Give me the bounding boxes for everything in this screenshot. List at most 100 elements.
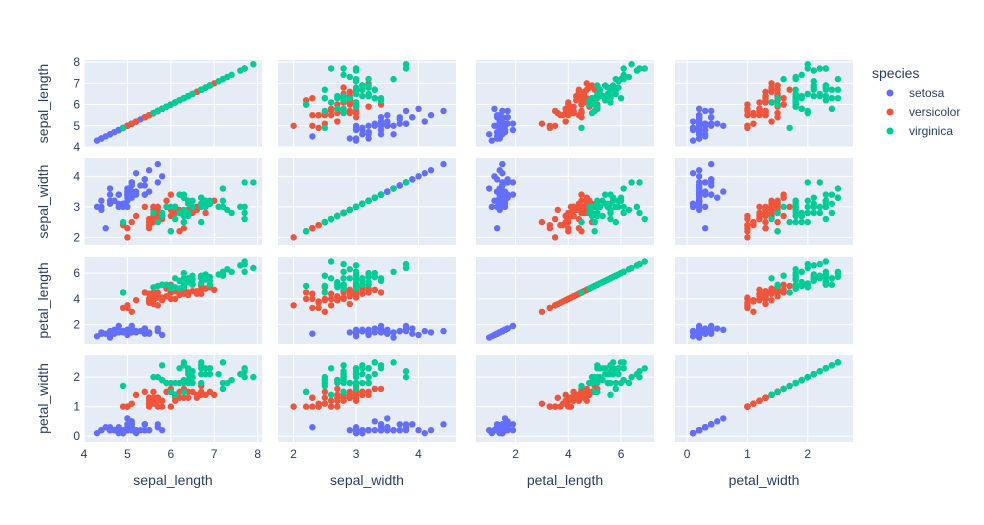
point-setosa[interactable] (106, 185, 114, 192)
point-virginica[interactable] (828, 95, 836, 102)
point-setosa[interactable] (488, 137, 496, 144)
point-setosa[interactable] (415, 427, 422, 434)
point-virginica[interactable] (346, 206, 354, 214)
point-virginica[interactable] (180, 282, 188, 290)
point-virginica[interactable] (359, 379, 366, 387)
point-virginica[interactable] (321, 218, 329, 226)
point-virginica[interactable] (774, 209, 781, 217)
point-versicolor[interactable] (334, 394, 341, 401)
point-versicolor[interactable] (768, 209, 775, 217)
point-virginica[interactable] (154, 218, 161, 226)
point-virginica[interactable] (228, 376, 235, 384)
point-virginica[interactable] (609, 86, 617, 93)
point-versicolor[interactable] (171, 295, 179, 303)
point-virginica[interactable] (641, 258, 648, 265)
point-setosa[interactable] (141, 176, 148, 183)
point-setosa[interactable] (402, 107, 410, 115)
point-setosa[interactable] (714, 325, 721, 332)
point-setosa[interactable] (493, 176, 501, 183)
point-setosa[interactable] (708, 114, 715, 121)
point-setosa[interactable] (501, 415, 509, 422)
point-virginica[interactable] (241, 373, 248, 381)
point-virginica[interactable] (768, 215, 775, 223)
point-virginica[interactable] (390, 268, 397, 276)
point-virginica[interactable] (780, 203, 787, 211)
point-virginica[interactable] (636, 209, 643, 217)
point-setosa[interactable] (499, 116, 506, 123)
point-setosa[interactable] (509, 179, 517, 186)
point-setosa[interactable] (701, 424, 709, 431)
point-virginica[interactable] (798, 376, 805, 384)
point-setosa[interactable] (501, 188, 509, 195)
point-virginica[interactable] (377, 97, 385, 104)
point-setosa[interactable] (371, 418, 379, 425)
point-setosa[interactable] (402, 427, 410, 434)
point-virginica[interactable] (578, 289, 585, 296)
point-versicolor[interactable] (570, 388, 577, 396)
point-virginica[interactable] (302, 388, 310, 396)
point-setosa[interactable] (409, 176, 416, 183)
point-virginica[interactable] (804, 264, 811, 272)
point-virginica[interactable] (198, 194, 205, 201)
point-versicolor[interactable] (167, 191, 175, 198)
point-versicolor[interactable] (768, 287, 775, 295)
point-virginica[interactable] (180, 209, 188, 217)
point-versicolor[interactable] (538, 308, 546, 315)
point-versicolor[interactable] (321, 394, 329, 401)
point-virginica[interactable] (792, 379, 799, 387)
point-versicolor[interactable] (762, 225, 769, 232)
point-virginica[interactable] (798, 212, 805, 220)
point-virginica[interactable] (334, 281, 341, 288)
point-setosa[interactable] (427, 111, 435, 119)
point-setosa[interactable] (396, 327, 403, 335)
point-versicolor[interactable] (551, 302, 559, 309)
point-virginica[interactable] (228, 209, 235, 217)
point-virginica[interactable] (586, 101, 593, 108)
point-virginica[interactable] (816, 203, 824, 211)
point-virginica[interactable] (359, 365, 366, 372)
point-virginica[interactable] (198, 273, 205, 281)
point-virginica[interactable] (327, 391, 335, 399)
point-virginica[interactable] (822, 86, 830, 93)
point-setosa[interactable] (377, 327, 385, 335)
point-virginica[interactable] (607, 215, 614, 223)
point-setosa[interactable] (708, 107, 715, 115)
point-versicolor[interactable] (774, 114, 781, 121)
point-setosa[interactable] (496, 194, 503, 201)
point-versicolor[interactable] (786, 282, 793, 290)
point-virginica[interactable] (810, 370, 817, 378)
point-setosa[interactable] (695, 173, 703, 180)
point-virginica[interactable] (185, 368, 192, 375)
point-versicolor[interactable] (567, 209, 575, 217)
point-setosa[interactable] (427, 329, 435, 336)
point-setosa[interactable] (440, 160, 447, 168)
point-setosa[interactable] (695, 167, 703, 174)
point-versicolor[interactable] (352, 293, 360, 300)
point-versicolor[interactable] (565, 215, 572, 223)
point-virginica[interactable] (816, 65, 824, 72)
point-virginica[interactable] (340, 209, 347, 217)
point-versicolor[interactable] (321, 308, 329, 315)
point-versicolor[interactable] (321, 400, 329, 407)
point-virginica[interactable] (219, 75, 227, 83)
point-versicolor[interactable] (315, 124, 322, 132)
point-virginica[interactable] (591, 95, 598, 102)
point-versicolor[interactable] (774, 218, 781, 226)
point-virginica[interactable] (365, 379, 372, 387)
point-versicolor[interactable] (780, 281, 787, 288)
point-setosa[interactable] (106, 334, 114, 341)
point-setosa[interactable] (695, 427, 703, 434)
point-setosa[interactable] (371, 122, 379, 129)
point-virginica[interactable] (241, 260, 248, 268)
point-virginica[interactable] (327, 65, 335, 72)
point-virginica[interactable] (346, 73, 354, 81)
point-versicolor[interactable] (538, 120, 546, 127)
point-virginica[interactable] (352, 262, 360, 269)
point-virginica[interactable] (198, 218, 205, 226)
point-virginica[interactable] (352, 365, 360, 372)
point-virginica[interactable] (371, 370, 379, 378)
point-virginica[interactable] (798, 71, 805, 79)
point-setosa[interactable] (689, 137, 697, 144)
point-setosa[interactable] (124, 329, 131, 336)
point-virginica[interactable] (607, 200, 614, 207)
